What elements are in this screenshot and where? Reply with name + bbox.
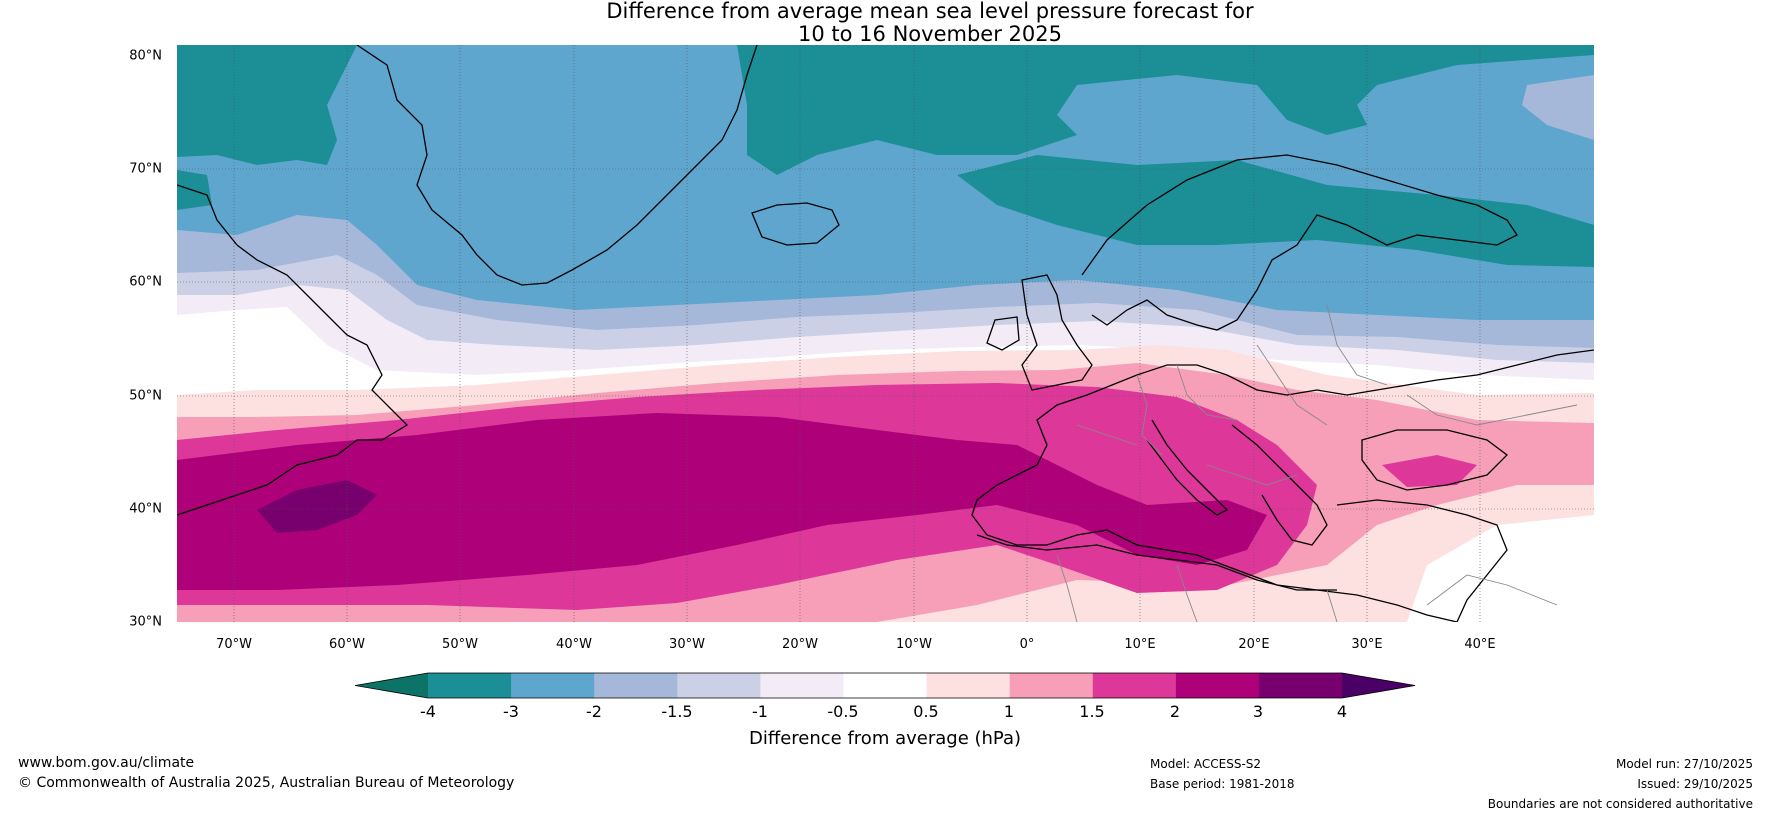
lon-label-70w: 70°W — [216, 637, 252, 652]
fill-minus1.5-to-minus2-barents — [1522, 75, 1594, 140]
lat-label-30n: 30°N — [129, 614, 162, 630]
colorbar — [354, 672, 1416, 699]
colorbar-bin — [843, 673, 928, 698]
fill-3-to-4 — [257, 480, 377, 533]
map-svg — [177, 45, 1594, 622]
lon-label-10w: 10°W — [896, 637, 932, 652]
issued-text: Issued: 29/10/2025 — [1637, 777, 1753, 791]
fill-minus3-to-minus4-west — [177, 45, 357, 165]
colorbar-bins — [354, 672, 1416, 699]
lon-label-30w: 30°W — [669, 637, 705, 652]
lon-label-20w: 20°W — [782, 637, 818, 652]
colorbar-label: 2 — [1169, 702, 1181, 721]
country-borders — [1056, 304, 1578, 622]
colorbar-outline — [354, 672, 1416, 699]
title-line-1: Difference from average mean sea level p… — [606, 0, 1254, 23]
colorbar-label: 1.5 — [1079, 702, 1105, 721]
colorbar-label: -3 — [503, 702, 519, 721]
colorbar-bin — [760, 673, 844, 698]
colorbar-label: -2 — [586, 702, 602, 721]
lat-label-60n: 60°N — [129, 274, 162, 290]
colorbar-bin — [1092, 673, 1177, 698]
lat-label-70n: 70°N — [129, 161, 162, 177]
website-link[interactable]: www.bom.gov.au/climate — [18, 755, 195, 771]
colorbar-extend-high — [1342, 673, 1416, 698]
copyright-text: © Commonwealth of Australia 2025, Austra… — [18, 775, 515, 791]
colorbar-bin — [677, 673, 761, 698]
lon-label-20e: 20°E — [1238, 637, 1270, 652]
colorbar-label: -0.5 — [827, 702, 859, 721]
fill-minus3-to-minus4-north — [737, 45, 1594, 175]
colorbar-bin — [594, 673, 678, 698]
colorbar-label: 4 — [1336, 702, 1348, 721]
base-period-text: Base period: 1981-2018 — [1150, 777, 1295, 791]
colorbar-title: Difference from average (hPa) — [748, 728, 1022, 749]
fill-2-to-3 — [177, 413, 1267, 590]
lon-label-30e: 30°E — [1351, 637, 1383, 652]
lon-label-40e: 40°E — [1464, 637, 1496, 652]
colorbar-label: 1 — [1003, 702, 1015, 721]
coastlines — [177, 45, 1594, 622]
lon-label-40w: 40°W — [556, 637, 592, 652]
fill-1.5-to-2-black-sea — [1382, 455, 1477, 487]
lat-label-50n: 50°N — [129, 388, 162, 404]
pressure-anomaly-map — [177, 45, 1594, 622]
colorbar-label: -1 — [752, 702, 768, 721]
fill-minus3-to-minus4-scandinavia — [957, 155, 1594, 267]
chart-title: Difference from average mean sea level p… — [0, 0, 1770, 46]
colorbar-label: -1.5 — [661, 702, 693, 721]
disclaimer-text: Boundaries are not considered authoritat… — [1487, 797, 1753, 811]
graticule — [177, 45, 1594, 622]
lon-label-60w: 60°W — [329, 637, 365, 652]
colorbar-bin — [1259, 673, 1343, 698]
colorbar-bin — [1009, 673, 1094, 698]
lon-label-10e: 10°E — [1124, 637, 1156, 652]
lon-label-50w: 50°W — [442, 637, 478, 652]
colorbar-label: 3 — [1252, 702, 1264, 721]
model-run-text: Model run: 27/10/2025 — [1615, 757, 1753, 771]
colorbar-bin — [511, 673, 595, 698]
lon-label-0: 0° — [1019, 637, 1035, 652]
colorbar-bin — [428, 673, 512, 698]
fill-minus3-to-minus4-labrador — [177, 170, 212, 210]
model-text: Model: ACCESS-S2 — [1150, 757, 1262, 771]
colorbar-label: 0.5 — [913, 702, 939, 721]
colorbar-label: -4 — [420, 702, 436, 721]
colorbar-bin — [926, 673, 1011, 698]
lat-label-80n: 80°N — [129, 48, 162, 64]
lat-label-40n: 40°N — [129, 501, 162, 517]
title-line-2: 10 to 16 November 2025 — [798, 22, 1062, 46]
colorbar-extend-low — [355, 673, 428, 698]
colorbar-bin — [1175, 673, 1260, 698]
